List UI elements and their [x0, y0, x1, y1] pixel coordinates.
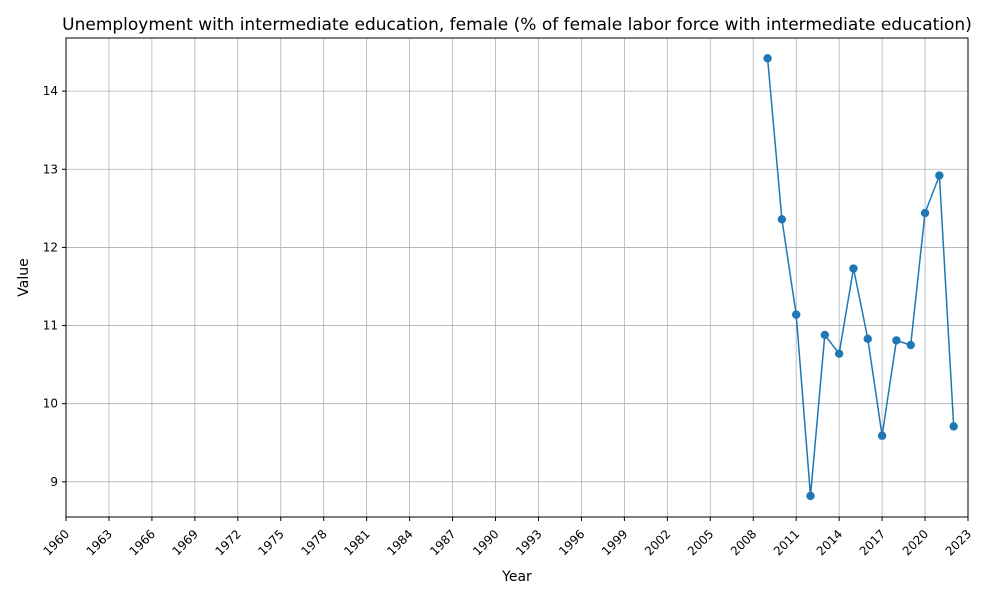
- data-point: [877, 431, 887, 440]
- x-tick-label: 2014: [814, 527, 845, 558]
- x-tick-label: 2023: [943, 527, 974, 558]
- y-tick-label: 14: [43, 84, 58, 98]
- data-point: [906, 340, 915, 350]
- chart-title: Unemployment with intermediate education…: [62, 15, 972, 35]
- data-point: [863, 334, 872, 344]
- x-tick-label: 2020: [900, 527, 931, 558]
- series-layer: [763, 54, 958, 501]
- plot-area-frame: [65, 37, 969, 518]
- x-tick-label: 1981: [341, 527, 372, 558]
- y-axis-title: Value: [16, 258, 32, 296]
- x-tick-label: 2008: [728, 527, 759, 558]
- x-tick-label: 1987: [427, 527, 458, 558]
- x-tick-label: 1969: [169, 527, 200, 558]
- x-tick-label: 1975: [255, 527, 286, 558]
- y-tick-label: 10: [43, 397, 58, 411]
- x-tick-label: 1966: [127, 527, 158, 558]
- x-tick-label: 2005: [685, 527, 716, 558]
- data-point: [834, 349, 844, 358]
- x-tick-label: 2002: [642, 527, 673, 558]
- data-point: [763, 54, 772, 63]
- data-point: [806, 491, 815, 501]
- x-tick-label: 1999: [599, 527, 630, 558]
- x-tick-label: 1972: [212, 527, 243, 558]
- x-tick-label: 1993: [513, 527, 544, 558]
- y-axis-ticks: 9 10 11 12 13 14: [43, 84, 66, 489]
- x-tick-label: 1963: [84, 527, 115, 558]
- data-point: [892, 336, 901, 345]
- y-tick-label: 11: [43, 319, 58, 333]
- y-tick-label: 13: [43, 162, 58, 176]
- x-tick-label: 1996: [556, 527, 587, 558]
- x-tick-label: 1978: [298, 527, 329, 558]
- x-axis-ticks: 1960 1963 1966 1969 1972 1975 1978 1981 1984 1987…: [41, 517, 974, 558]
- grid-lines: [65, 38, 969, 517]
- x-tick-label: 1984: [384, 527, 415, 558]
- data-point: [791, 310, 801, 319]
- x-tick-label: 2011: [771, 527, 802, 558]
- data-point: [777, 215, 787, 224]
- y-tick-label: 12: [43, 240, 58, 254]
- x-tick-label: 2017: [857, 527, 888, 558]
- x-tick-label: 1960: [41, 527, 72, 558]
- data-point: [935, 171, 944, 180]
- series-line: [766, 58, 955, 496]
- data-point: [820, 330, 830, 340]
- data-point: [949, 422, 958, 431]
- data-point: [849, 264, 858, 273]
- data-point: [920, 208, 930, 218]
- x-axis-title: Year: [501, 569, 532, 585]
- x-tick-label: 1990: [470, 527, 501, 558]
- y-tick-label: 9: [50, 475, 58, 489]
